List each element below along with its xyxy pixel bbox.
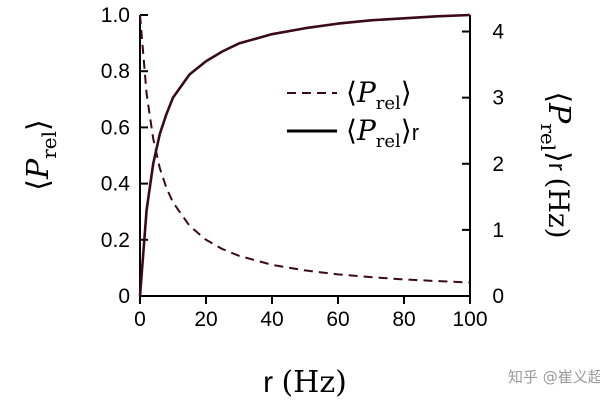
y-axis-right-label: ⟨Prel⟩r (Hz) <box>536 91 576 238</box>
y-left-tick-label: 0.2 <box>101 229 130 252</box>
svg-text:⟨Prel⟩r (Hz): ⟨Prel⟩r (Hz) <box>536 91 576 238</box>
y-axis-left-label: ⟨Prel⟩ <box>21 119 61 190</box>
x-tick-label: 0 <box>134 308 146 331</box>
x-tick-label: 20 <box>194 308 217 331</box>
x-tick-label: 60 <box>326 308 349 331</box>
y-left-tick-label: 1.0 <box>101 4 130 27</box>
series-line-prel-r <box>138 13 471 297</box>
y-right-tick-label: 3 <box>492 87 504 110</box>
legend: ⟨Prel⟩ ⟨Prel⟩r <box>287 76 419 152</box>
axes-frame <box>139 15 471 297</box>
x-tick-label: 80 <box>392 308 415 331</box>
legend-label-prel: ⟨Prel⟩ <box>346 76 412 114</box>
y-right-tick-label: 2 <box>492 153 504 176</box>
y-right-tick-label: 4 <box>492 21 504 44</box>
legend-label-prel-r: ⟨Prel⟩r <box>346 114 419 152</box>
watermark: 知乎 @崔义超 <box>508 368 600 386</box>
y-left-tick-label: 0 <box>118 285 130 308</box>
series-line-prel <box>139 14 471 284</box>
y-left-tick-label: 0.4 <box>101 173 131 196</box>
y-left-tick-label: 0.8 <box>101 60 130 83</box>
series-group <box>138 13 471 297</box>
y-left-tick-label: 0.6 <box>101 116 130 139</box>
svg-text:⟨Prel⟩: ⟨Prel⟩ <box>21 119 61 190</box>
y-right-tick-label: 0 <box>492 285 504 308</box>
y-right-tick-label: 1 <box>492 219 504 242</box>
x-axis-label: r (Hz) <box>263 365 347 400</box>
x-tick-label: 40 <box>260 308 283 331</box>
x-tick-label: 100 <box>452 308 487 331</box>
